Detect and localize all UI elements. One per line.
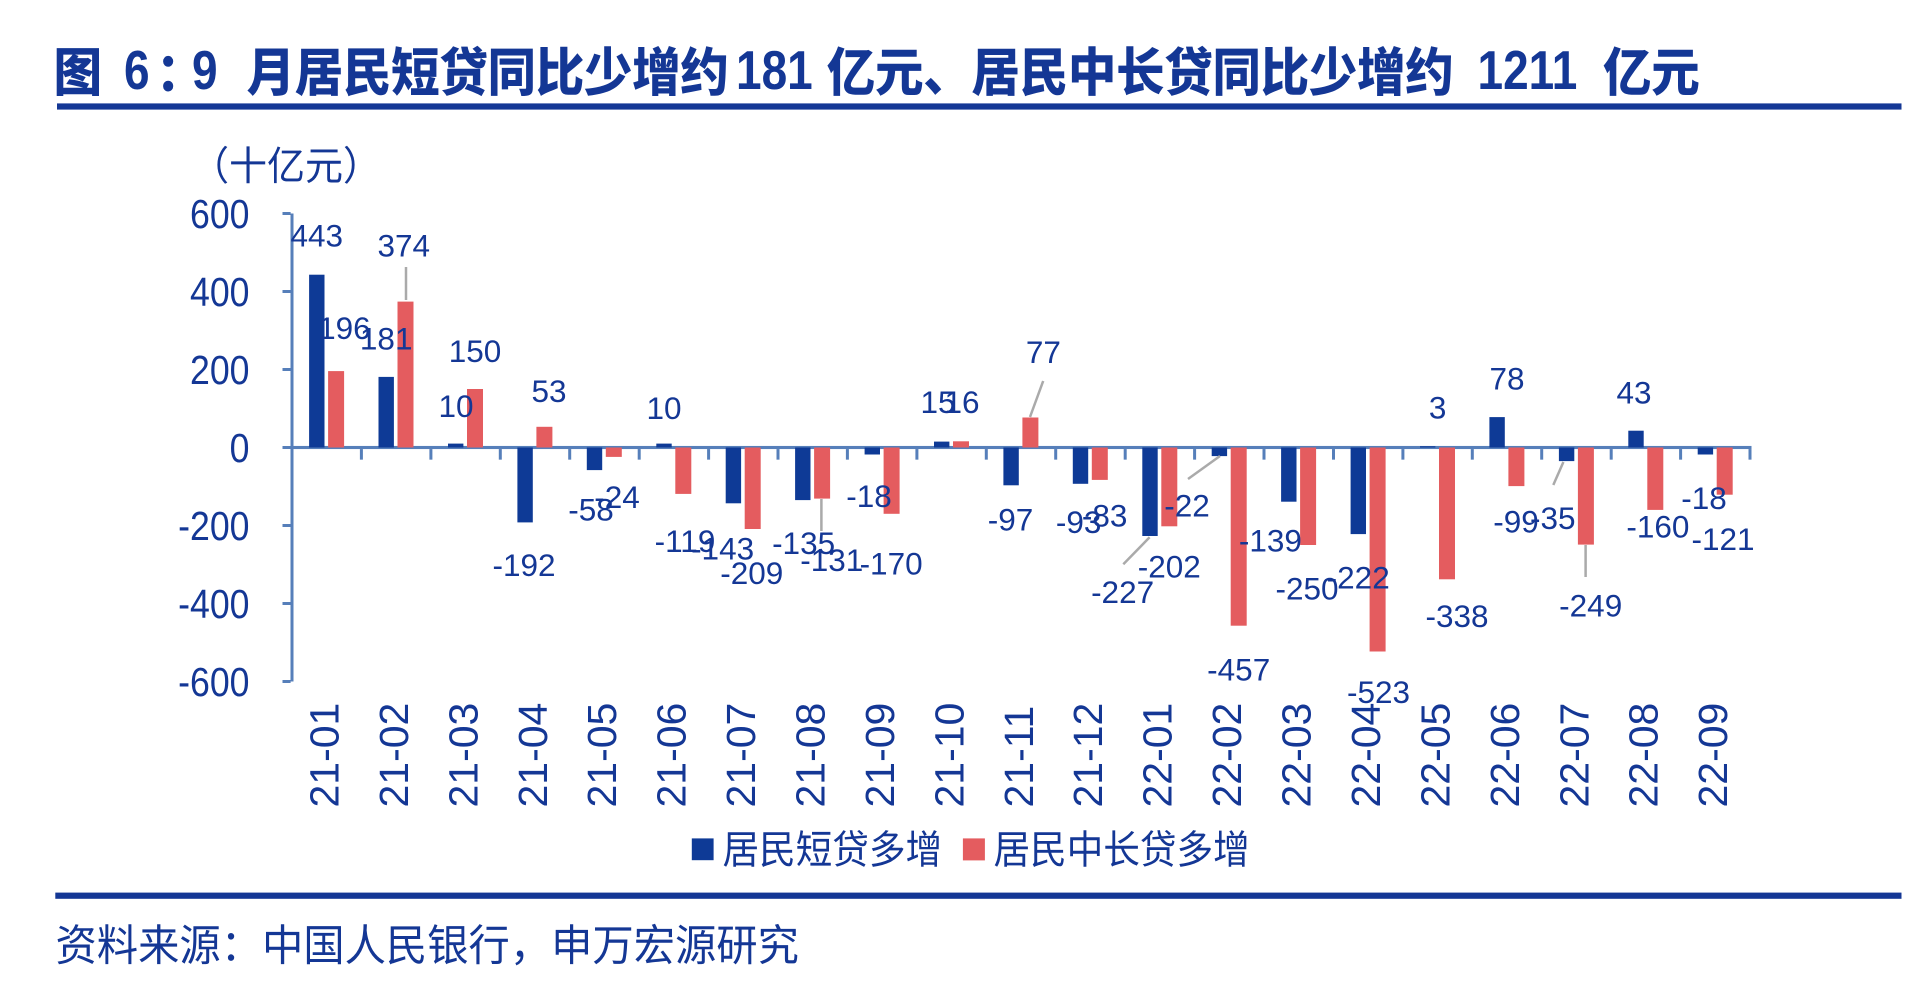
svg-text:21-01: 21-01	[302, 703, 348, 808]
svg-text:43: 43	[1616, 374, 1651, 410]
svg-text:600: 600	[190, 192, 249, 238]
svg-text:0: 0	[230, 426, 250, 472]
svg-text:-35: -35	[1530, 500, 1576, 536]
svg-text:9: 9	[192, 39, 218, 101]
svg-text:-209: -209	[720, 555, 783, 591]
svg-text:21-10: 21-10	[926, 703, 972, 808]
svg-text:-22: -22	[1164, 487, 1210, 523]
svg-text:16: 16	[944, 384, 979, 420]
svg-text:-192: -192	[492, 547, 555, 583]
svg-text:400: 400	[190, 270, 249, 316]
svg-text:22-09: 22-09	[1690, 703, 1736, 808]
svg-text:22-03: 22-03	[1274, 703, 1320, 808]
svg-text:-18: -18	[846, 478, 892, 514]
svg-text:78: 78	[1489, 360, 1524, 396]
svg-text:196: 196	[318, 310, 371, 346]
svg-text:-139: -139	[1239, 523, 1302, 559]
svg-text:15: 15	[920, 384, 955, 420]
svg-text:21-08: 21-08	[788, 703, 834, 808]
svg-text:-600: -600	[178, 660, 249, 706]
svg-text:181: 181	[360, 320, 413, 356]
svg-text:-83: -83	[1082, 498, 1128, 534]
svg-text:-24: -24	[594, 479, 640, 515]
svg-text:-202: -202	[1138, 548, 1201, 584]
svg-text:21-03: 21-03	[440, 703, 486, 808]
svg-text:22-06: 22-06	[1482, 703, 1528, 808]
svg-text:-160: -160	[1626, 509, 1689, 545]
svg-text:21-07: 21-07	[718, 703, 764, 808]
svg-text:10: 10	[646, 390, 681, 426]
svg-text:-131: -131	[800, 542, 863, 578]
svg-text:200: 200	[190, 348, 249, 394]
svg-text:53: 53	[531, 373, 566, 409]
svg-text:-338: -338	[1425, 598, 1488, 634]
svg-text:3: 3	[1429, 390, 1447, 426]
svg-text:-457: -457	[1207, 651, 1270, 687]
svg-text:22-04: 22-04	[1343, 703, 1389, 808]
svg-text:21-09: 21-09	[857, 703, 903, 808]
svg-text:1211: 1211	[1478, 39, 1578, 101]
svg-text:-135: -135	[772, 525, 835, 561]
svg-text:443: 443	[291, 217, 344, 253]
svg-text:-222: -222	[1327, 560, 1390, 596]
svg-text:22-01: 22-01	[1135, 703, 1181, 808]
svg-text:-121: -121	[1691, 521, 1754, 557]
svg-text:21-06: 21-06	[649, 703, 695, 808]
svg-text:22-05: 22-05	[1412, 703, 1458, 808]
svg-text:77: 77	[1026, 334, 1061, 370]
svg-text:22-02: 22-02	[1204, 703, 1250, 808]
svg-text:-93: -93	[1056, 504, 1102, 540]
svg-text:-119: -119	[655, 523, 716, 559]
svg-text:-249: -249	[1559, 588, 1622, 624]
svg-text:-58: -58	[568, 492, 614, 528]
svg-text:-227: -227	[1091, 574, 1154, 610]
svg-text:10: 10	[438, 388, 473, 424]
svg-text:22-07: 22-07	[1551, 703, 1597, 808]
svg-text:-18: -18	[1681, 480, 1727, 516]
svg-text:181: 181	[736, 39, 813, 101]
svg-text:-170: -170	[860, 546, 923, 582]
svg-text:22-08: 22-08	[1621, 703, 1667, 808]
svg-text:-250: -250	[1275, 571, 1338, 607]
svg-text:21-12: 21-12	[1065, 703, 1111, 808]
svg-text:-200: -200	[178, 504, 249, 550]
svg-text:-143: -143	[691, 531, 754, 567]
svg-text:-99: -99	[1493, 504, 1539, 540]
svg-text:6: 6	[124, 39, 150, 101]
svg-text:21-11: 21-11	[996, 706, 1042, 808]
svg-text:-400: -400	[178, 582, 249, 628]
svg-text:-523: -523	[1347, 674, 1410, 710]
svg-text:21-02: 21-02	[371, 703, 417, 808]
svg-text:21-05: 21-05	[579, 703, 625, 808]
svg-text:-97: -97	[988, 501, 1034, 537]
svg-text:21-04: 21-04	[510, 703, 556, 808]
svg-text:374: 374	[378, 227, 431, 263]
svg-text:150: 150	[449, 333, 502, 369]
